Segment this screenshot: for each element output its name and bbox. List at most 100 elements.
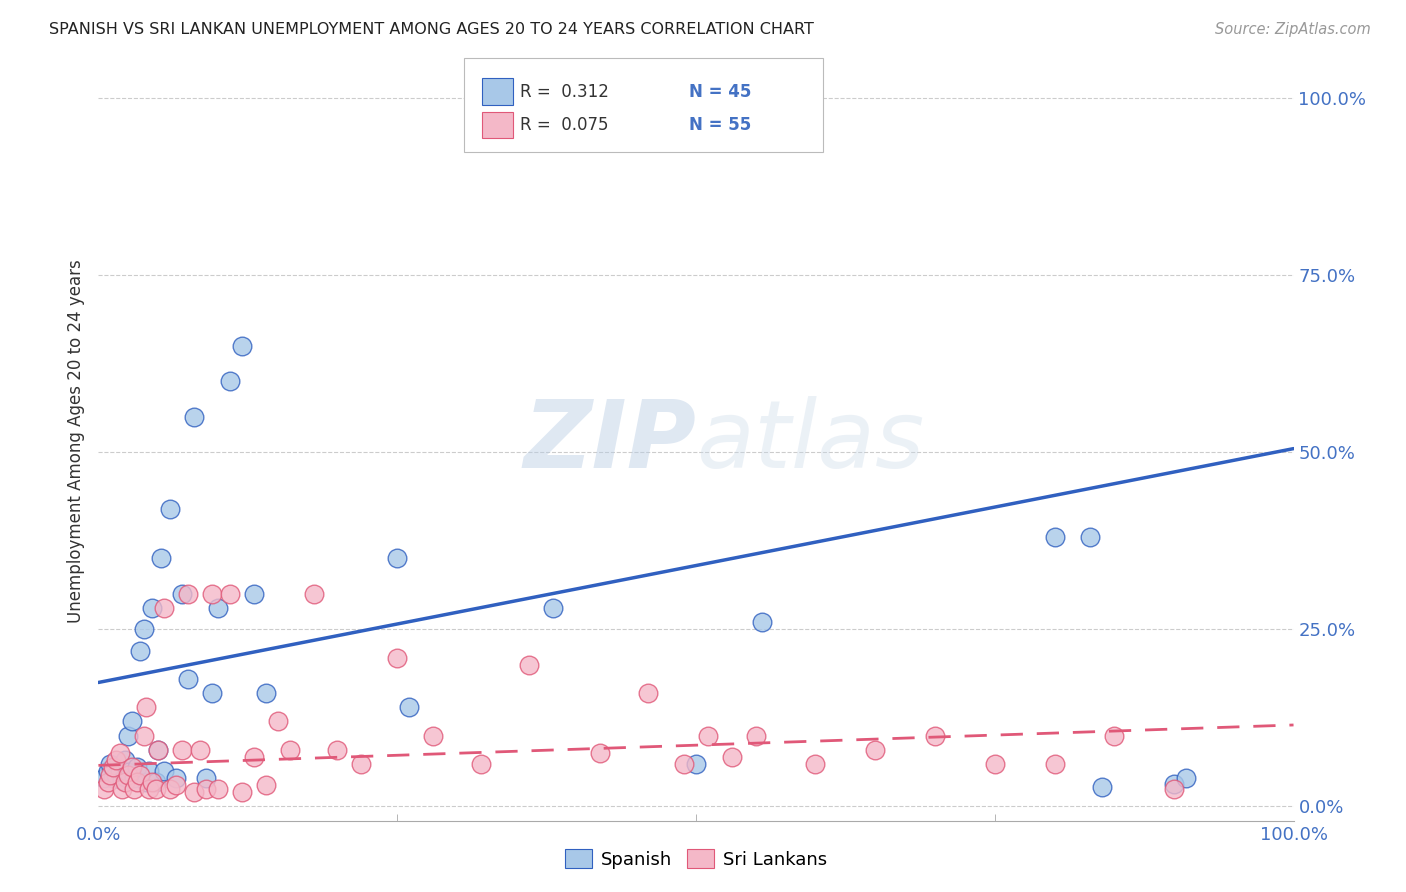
Point: [93, 771, 115, 785]
Text: N = 45: N = 45: [689, 83, 751, 101]
Point: [1091, 780, 1114, 794]
Point: [1043, 530, 1066, 544]
Point: [153, 764, 176, 778]
Text: R =  0.075: R = 0.075: [520, 116, 609, 134]
Point: [745, 729, 768, 743]
Point: [201, 686, 224, 700]
Point: [159, 781, 181, 796]
Point: [138, 781, 160, 796]
Point: [721, 750, 744, 764]
Point: [165, 778, 187, 792]
Point: [984, 756, 1007, 771]
Point: [865, 743, 887, 757]
Point: [278, 743, 301, 757]
Text: N = 55: N = 55: [689, 116, 751, 134]
Point: [231, 785, 253, 799]
Point: [1163, 777, 1185, 791]
Point: [108, 764, 131, 778]
Point: [117, 767, 139, 781]
Point: [470, 756, 492, 771]
Point: [924, 729, 946, 743]
Point: [105, 767, 128, 781]
Point: [398, 700, 420, 714]
Point: [145, 774, 167, 789]
Point: [117, 729, 139, 743]
Point: [385, 551, 409, 566]
Point: [422, 729, 444, 743]
Point: [93, 781, 115, 796]
Point: [302, 587, 325, 601]
Point: [159, 501, 181, 516]
Point: [98, 756, 122, 771]
Point: [114, 753, 136, 767]
Point: [385, 650, 409, 665]
Point: [201, 587, 224, 601]
Point: [219, 587, 242, 601]
Point: [177, 587, 200, 601]
Point: [219, 374, 242, 388]
Point: [267, 714, 290, 729]
Point: [1080, 530, 1102, 544]
Text: SPANISH VS SRI LANKAN UNEMPLOYMENT AMONG AGES 20 TO 24 YEARS CORRELATION CHART: SPANISH VS SRI LANKAN UNEMPLOYMENT AMONG…: [49, 22, 814, 37]
Legend: Spanish, Sri Lankans: Spanish, Sri Lankans: [558, 842, 834, 876]
Point: [697, 729, 720, 743]
Point: [114, 774, 136, 789]
Point: [125, 760, 148, 774]
Point: [685, 756, 707, 771]
Point: [165, 771, 187, 785]
Text: atlas: atlas: [696, 396, 924, 487]
Point: [97, 764, 120, 778]
Point: [589, 747, 612, 761]
Point: [145, 781, 167, 796]
Point: [141, 774, 163, 789]
Point: [148, 743, 170, 757]
Point: [254, 686, 277, 700]
Point: [177, 672, 200, 686]
Point: [183, 409, 205, 424]
Point: [111, 772, 134, 787]
Point: [129, 767, 152, 781]
Point: [129, 643, 152, 657]
Point: [121, 714, 143, 729]
Point: [124, 781, 146, 796]
Point: [138, 764, 160, 778]
Point: [141, 601, 163, 615]
Point: [183, 785, 205, 799]
Point: [135, 774, 157, 789]
Point: [153, 601, 176, 615]
Point: [135, 700, 157, 714]
Point: [121, 760, 143, 774]
Point: [105, 753, 128, 767]
Point: [541, 601, 564, 615]
Point: [326, 743, 349, 757]
Point: [132, 623, 155, 637]
Point: [111, 781, 134, 796]
Point: [673, 756, 696, 771]
Point: [97, 774, 120, 789]
Point: [125, 774, 148, 789]
Point: [188, 743, 211, 757]
Point: [243, 587, 266, 601]
Point: [132, 729, 155, 743]
Point: [108, 747, 131, 761]
Point: [101, 760, 124, 774]
Point: [751, 615, 773, 630]
Point: [350, 756, 373, 771]
Point: [172, 743, 194, 757]
Point: [1163, 781, 1185, 796]
Point: [148, 743, 170, 757]
Point: [1104, 729, 1126, 743]
Point: [207, 781, 229, 796]
Point: [124, 771, 146, 785]
Point: [1175, 771, 1198, 785]
Point: [1043, 756, 1066, 771]
Point: [101, 771, 124, 785]
Point: [637, 686, 659, 700]
Point: [149, 551, 172, 566]
Point: [117, 765, 139, 780]
Point: [195, 781, 218, 796]
Text: Source: ZipAtlas.com: Source: ZipAtlas.com: [1215, 22, 1371, 37]
Point: [231, 339, 253, 353]
Text: R =  0.312: R = 0.312: [520, 83, 609, 101]
Point: [517, 657, 540, 672]
